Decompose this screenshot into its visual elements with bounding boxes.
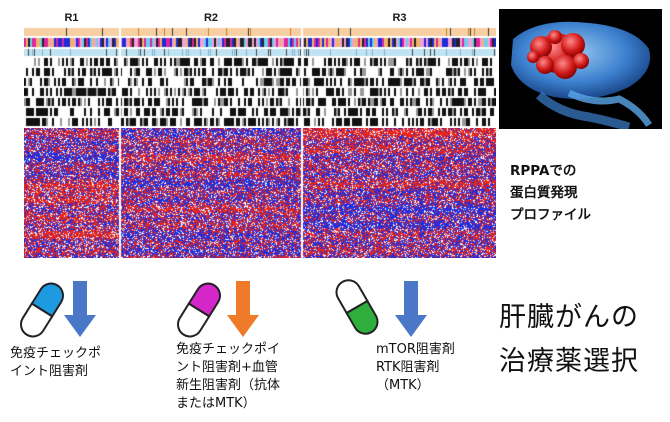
cluster-bar-r1: R1 <box>24 9 119 26</box>
treatment-2-line-2: ント阻害剤+血管 <box>176 360 278 375</box>
annotation-tracks <box>24 27 496 127</box>
liver-image <box>499 9 662 129</box>
capsule-green-icon <box>335 279 379 335</box>
capsule-blue-icon <box>20 282 64 338</box>
treatment-2-line-1: 免疫チェックポイ <box>176 342 281 357</box>
treatment-3-line-1: mTOR阻害剤 <box>376 342 455 357</box>
rppa-label-line-3: プロファイル <box>510 207 591 223</box>
treatment-1-line-1: 免疫チェックポ <box>10 346 102 361</box>
treatment-2-caption: 免疫チェックポイ ント阻害剤+血管 新生阻害剤（抗体 またはMTK） <box>176 341 280 413</box>
main-title: 肝臓がんの 治療薬選択 <box>499 296 639 384</box>
rppa-label: RPPAでの 蛋白質発現 プロファイル <box>510 160 670 226</box>
treatment-3-line-3: （MTK） <box>376 378 430 393</box>
rppa-heatmap <box>24 128 496 258</box>
arrow-down-orange-icon <box>227 281 259 337</box>
cluster-bar-r2: R2 <box>121 9 301 26</box>
treatment-3-caption: mTOR阻害剤 RTK阻害剤 （MTK） <box>376 341 455 395</box>
capsule-magenta-icon <box>177 282 221 338</box>
title-line-1: 肝臓がんの <box>499 302 639 333</box>
cluster-label-r3: R3 <box>392 11 407 24</box>
treatment-3-line-2: RTK阻害剤 <box>376 360 440 375</box>
cluster-bar-r3: R3 <box>303 9 496 26</box>
treatment-1-line-2: イント阻害剤 <box>10 364 89 379</box>
liver-tumor-icon <box>511 21 652 129</box>
cluster-label-r2: R2 <box>203 11 219 24</box>
arrow-down-blue-2-icon <box>395 281 427 337</box>
treatment-1-caption: 免疫チェックポ イント阻害剤 <box>10 345 101 381</box>
cluster-label-r1: R1 <box>64 11 79 24</box>
rppa-label-line-2: 蛋白質発現 <box>510 185 578 201</box>
rppa-label-line-1: RPPAでの <box>510 163 577 179</box>
treatment-2-line-4: またはMTK） <box>176 396 256 411</box>
title-line-2: 治療薬選択 <box>499 346 639 377</box>
treatment-2-line-3: 新生阻害剤（抗体 <box>176 378 281 393</box>
arrow-down-blue-icon <box>64 281 96 337</box>
